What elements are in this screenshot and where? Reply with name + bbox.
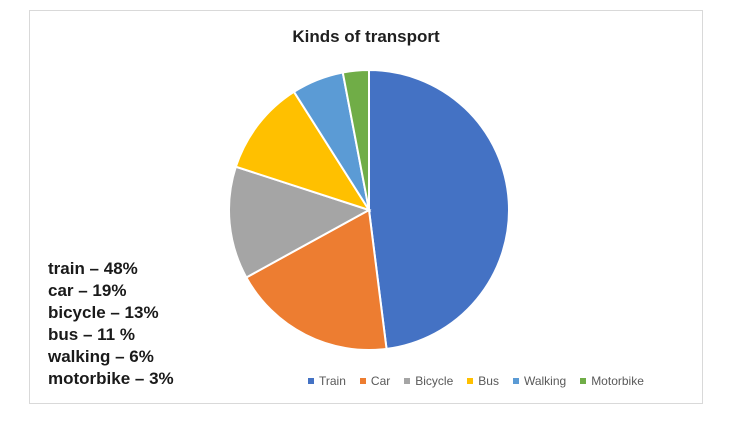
note-car: car – 19% [48,281,127,300]
legend-item-walking: Walking [512,374,567,388]
note-train: train – 48% [48,259,138,278]
legend-swatch-car [359,378,366,384]
legend-label-motorbike: Motorbike [591,374,644,388]
legend-swatch-motorbike [580,378,587,384]
legend-label-train: Train [319,374,346,388]
pie-chart [228,68,510,351]
legend-label-bicycle: Bicycle [415,374,454,388]
pie-slice-train [368,68,510,351]
legend-item-train: Train [308,374,346,388]
legend-swatch-bicycle [404,378,411,384]
legend-label-car: Car [370,374,391,388]
pie-slice-bicycle [228,165,372,279]
legend-label-bus: Bus [478,374,499,388]
note-walking: walking – 6% [48,347,154,366]
legend-item-bus: Bus [467,374,499,388]
pie-slice-car [244,208,388,351]
chart-area: Kinds of transport train – 48% car – 19%… [29,10,703,404]
legend: Train Car Bicycle Bus Walking Motorbike [308,374,644,388]
legend-item-car: Car [359,374,391,388]
legend-swatch-train [308,378,314,384]
legend-swatch-bus [467,378,474,384]
percentage-notes: train – 48% car – 19% bicycle – 13% bus … [48,258,174,390]
legend-label-walking: Walking [523,374,567,388]
chart-title: Kinds of transport [292,27,440,46]
pie-slice-bus [234,90,372,212]
note-bus: bus – 11 % [48,325,135,344]
note-bicycle: bicycle – 13% [48,303,159,322]
legend-item-bicycle: Bicycle [404,374,453,388]
legend-swatch-walking [512,378,519,384]
note-motorbike: motorbike – 3% [48,369,174,388]
legend-item-motorbike: Motorbike [580,374,644,388]
pie-slice-motorbike [341,68,370,211]
